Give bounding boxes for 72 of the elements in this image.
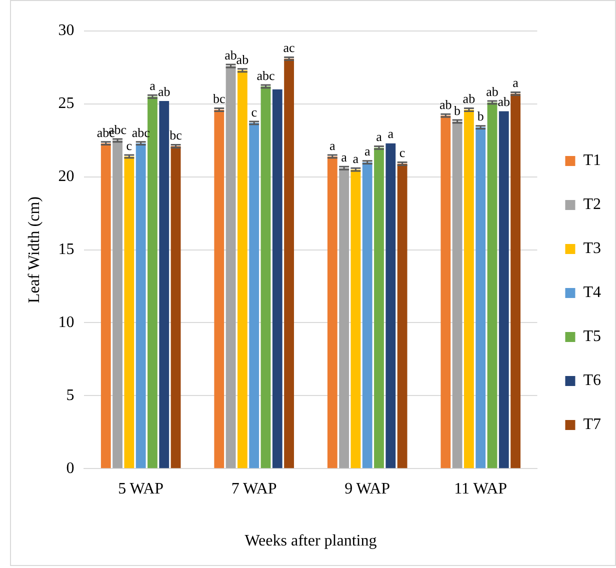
data-label: ab <box>224 47 237 62</box>
legend-label: T6 <box>583 372 602 390</box>
y-tick-label: 5 <box>66 386 74 404</box>
data-label: c <box>251 104 258 120</box>
legend-label: T5 <box>583 328 602 346</box>
bar <box>350 170 361 468</box>
x-tick-label: 11 WAP <box>454 480 508 498</box>
y-tick-label: 30 <box>58 22 74 40</box>
bar <box>440 116 451 468</box>
data-label: a <box>512 75 519 90</box>
data-label: ab <box>440 97 452 112</box>
data-label: a <box>376 129 382 144</box>
data-label: ac <box>283 40 296 56</box>
bar <box>148 96 158 468</box>
x-tick-label: 9 WAP <box>344 480 390 498</box>
x-axis-title: Weeks after planting <box>244 532 377 550</box>
bar <box>214 110 224 468</box>
bar <box>249 122 260 468</box>
data-label: a <box>150 78 156 94</box>
bar <box>170 146 181 468</box>
y-axis-title: Leaf Width (cm) <box>26 196 43 304</box>
data-label: abc <box>256 68 275 83</box>
bar <box>510 94 520 468</box>
x-tick-label: 7 WAP <box>231 480 277 498</box>
x-tick-label: 5 WAP <box>118 480 164 498</box>
data-label: b <box>454 102 461 118</box>
bar <box>272 89 282 468</box>
legend-label: T4 <box>583 284 602 302</box>
legend-label: T3 <box>583 240 602 258</box>
data-label: c <box>126 138 132 153</box>
bar <box>284 58 294 468</box>
bar <box>397 164 408 468</box>
legend-label: T7 <box>583 416 602 434</box>
y-tick-label: 15 <box>58 241 74 258</box>
data-label: c <box>399 145 406 160</box>
data-label: bc <box>212 91 226 106</box>
bar <box>226 66 236 468</box>
data-label: a <box>341 150 348 165</box>
data-label: bc <box>170 128 182 143</box>
bar <box>237 70 248 468</box>
bar <box>112 140 122 468</box>
y-tick-label: 10 <box>58 314 74 331</box>
data-label: a <box>330 138 336 153</box>
bar <box>124 156 134 468</box>
bar <box>464 110 474 468</box>
data-label: a <box>364 144 370 159</box>
data-label: a <box>352 151 359 166</box>
bar <box>386 143 396 468</box>
bar <box>476 127 486 468</box>
y-tick-label: 25 <box>58 95 74 112</box>
data-label: ab <box>158 84 170 99</box>
bar <box>100 143 111 468</box>
bar <box>452 121 462 468</box>
y-tick-label: 0 <box>66 460 74 477</box>
bar <box>339 168 349 468</box>
data-label: ab <box>236 52 249 67</box>
bar <box>498 111 509 468</box>
bar <box>327 156 338 468</box>
bar <box>260 86 271 468</box>
y-tick-label: 20 <box>58 168 74 186</box>
data-label: a <box>388 126 394 142</box>
data-label: ab <box>462 91 476 106</box>
bar <box>159 101 170 468</box>
legend-label: T2 <box>583 196 602 214</box>
bar <box>374 148 384 468</box>
bar <box>487 102 498 468</box>
data-label: ab <box>486 84 498 99</box>
data-label: b <box>477 108 484 124</box>
bar <box>362 162 372 468</box>
data-label: ab <box>498 94 510 110</box>
bar <box>136 143 146 468</box>
legend-label: T1 <box>583 152 602 170</box>
